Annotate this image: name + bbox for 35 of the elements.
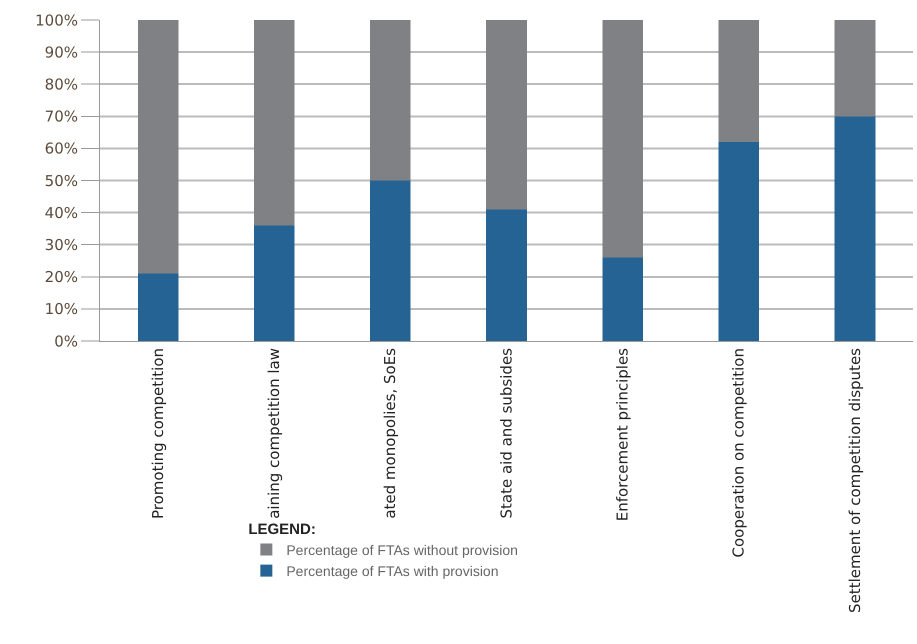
bar — [254, 225, 295, 341]
x-tick-label: Settlement of competition disputes — [846, 348, 864, 613]
bar — [718, 142, 760, 341]
bar — [718, 20, 760, 142]
y-tick-label: 0% — [54, 332, 78, 350]
x-tick-label: aining competition law — [265, 348, 284, 519]
y-tick-label: 50% — [44, 172, 78, 190]
y-tick-label: 60% — [44, 140, 78, 158]
legend-label: Percentage of FTAs with provision — [286, 563, 499, 580]
x-tick-label: ated monopolies, SoEs — [381, 348, 400, 519]
legend-label: Percentage of FTAs without provision — [286, 542, 518, 558]
y-tick-label: 80% — [44, 75, 78, 94]
y-tick-label: 30% — [44, 236, 78, 254]
x-tick-label: Enforcement principles — [614, 348, 632, 522]
x-tick-label: Cooperation on competition — [730, 348, 748, 558]
y-tick-label: 90% — [44, 43, 78, 62]
bar — [370, 180, 411, 341]
bar — [834, 20, 876, 116]
y-tick-label: 40% — [44, 204, 78, 222]
legend-title: LEGEND: — [248, 520, 316, 538]
bar — [138, 20, 178, 274]
bar — [370, 20, 411, 180]
bar — [486, 20, 527, 210]
bar — [602, 20, 643, 258]
x-tick-label: State aid and subsides — [497, 348, 516, 519]
bar — [602, 258, 643, 341]
bar — [254, 20, 295, 226]
y-tick-label: 10% — [44, 300, 78, 318]
bar — [138, 274, 178, 341]
bar — [834, 116, 876, 341]
bar — [486, 209, 527, 341]
y-tick-label: 20% — [44, 268, 78, 286]
y-tick-label: 100% — [35, 11, 78, 30]
x-tick-label: Promoting competition — [148, 348, 167, 519]
y-tick-label: 70% — [44, 108, 78, 126]
